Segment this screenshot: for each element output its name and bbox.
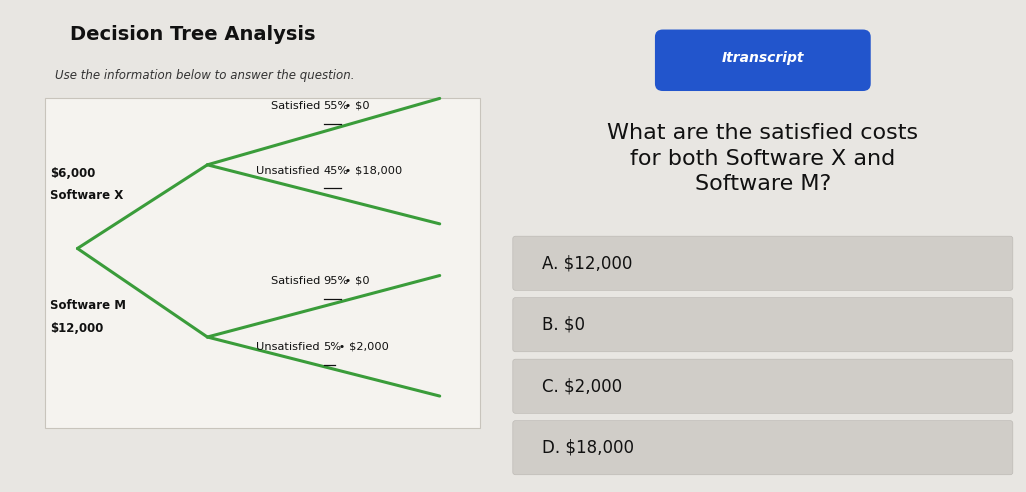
FancyBboxPatch shape (655, 30, 871, 91)
Text: Software X: Software X (50, 189, 123, 202)
Text: Unsatisfied: Unsatisfied (256, 342, 323, 352)
Text: Unsatisfied: Unsatisfied (256, 166, 323, 176)
Text: 5%: 5% (323, 342, 342, 352)
Text: $12,000: $12,000 (50, 322, 104, 335)
Text: • $0: • $0 (341, 276, 369, 285)
Text: C. $2,000: C. $2,000 (542, 377, 622, 395)
Text: Use the information below to answer the question.: Use the information below to answer the … (55, 69, 354, 82)
Text: 45%: 45% (323, 166, 349, 176)
FancyBboxPatch shape (513, 298, 1013, 352)
Text: 55%: 55% (323, 101, 349, 111)
Text: What are the satisfied costs
for both Software X and
Software M?: What are the satisfied costs for both So… (607, 123, 918, 194)
Text: A. $12,000: A. $12,000 (542, 254, 632, 272)
Text: B. $0: B. $0 (542, 316, 585, 334)
Text: Satisfied: Satisfied (271, 276, 323, 285)
Text: 95%: 95% (323, 276, 349, 285)
FancyBboxPatch shape (513, 359, 1013, 413)
FancyBboxPatch shape (513, 421, 1013, 475)
Text: • $18,000: • $18,000 (341, 166, 402, 176)
FancyBboxPatch shape (45, 98, 480, 428)
Text: Decision Tree Analysis: Decision Tree Analysis (70, 25, 315, 44)
Text: • $2,000: • $2,000 (336, 342, 389, 352)
Text: • $0: • $0 (341, 101, 369, 111)
Text: Satisfied: Satisfied (271, 101, 323, 111)
Text: Itranscript: Itranscript (721, 51, 804, 65)
Text: D. $18,000: D. $18,000 (542, 439, 634, 457)
Text: Software M: Software M (50, 300, 126, 312)
FancyBboxPatch shape (513, 236, 1013, 290)
Text: $6,000: $6,000 (50, 167, 95, 180)
